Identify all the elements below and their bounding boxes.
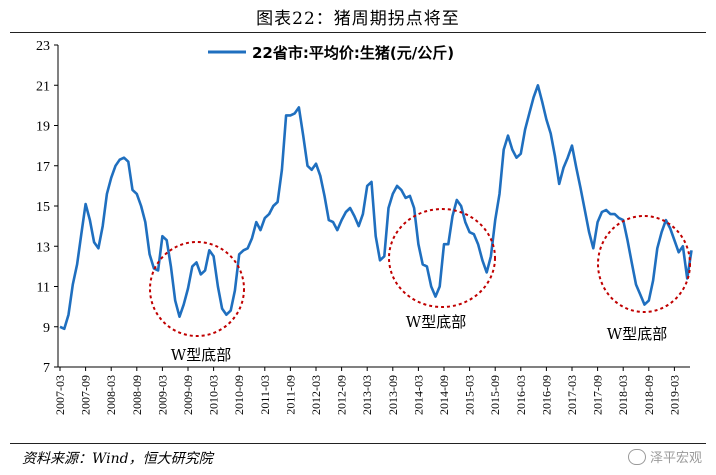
title-divider (10, 32, 706, 33)
x-tick-label: 2012-09 (335, 375, 349, 415)
w-bottom-label: W型底部 (406, 313, 466, 331)
w-bottom-circle (149, 241, 245, 337)
x-tick-label: 2019-03 (667, 375, 681, 415)
x-tick-label: 2018-03 (616, 375, 630, 415)
x-tick-label: 2016-09 (539, 375, 553, 415)
x-tick-label: 2017-03 (565, 375, 579, 415)
x-tick-label: 2009-03 (155, 375, 169, 415)
figure-title: 图表22：猪周期拐点将至 (256, 9, 460, 29)
x-tick-label: 2015-03 (463, 375, 477, 415)
x-tick-label: 2013-03 (360, 375, 374, 415)
source-note: 资料来源：Wind，恒大研究院 (22, 451, 213, 467)
series-layer (59, 84, 693, 331)
x-tick-label: 2007-03 (53, 375, 67, 415)
source-divider (10, 443, 706, 444)
x-tick-label: 2008-03 (104, 375, 118, 415)
y-tick-label: 11 (37, 281, 50, 296)
x-tick-label: 2014-03 (411, 375, 425, 415)
y-tick-label: 15 (36, 200, 50, 215)
ticks-layer: 7 9 11 13 15 17 19 21 23 2007-03 2007-09 2008-03 200… (36, 39, 681, 415)
w-bottom-circle (388, 208, 496, 308)
watermark: 泽平宏观 (627, 447, 702, 466)
x-tick-label: 2010-09 (232, 375, 246, 415)
annotation-layer: W型底部 W型底部 W型底部 (149, 208, 691, 364)
w-bottom-circle (597, 215, 691, 313)
x-tick-label: 2016-03 (514, 375, 528, 415)
watermark-text: 泽平宏观 (649, 451, 702, 466)
series-line-0 (59, 84, 693, 331)
x-tick-label: 2017-09 (591, 375, 605, 415)
x-tick-label: 2011-09 (283, 375, 297, 415)
x-tick-label: 2011-03 (258, 375, 272, 415)
x-tick-label: 2009-09 (181, 375, 195, 415)
wechat-icon (627, 448, 646, 465)
x-tick-label: 2010-03 (207, 375, 221, 415)
y-tick-label: 9 (43, 321, 50, 336)
x-tick-label: 2013-09 (386, 375, 400, 415)
x-tick-label: 2015-09 (488, 375, 502, 415)
x-tick-label: 2018-09 (642, 375, 656, 415)
x-tick-label: 2007-09 (79, 375, 93, 415)
line-chart: 7 9 11 13 15 17 19 21 23 2007-03 2007-09 2008-03 200… (36, 39, 693, 415)
y-tick-label: 13 (36, 240, 50, 255)
y-tick-label: 7 (43, 361, 50, 376)
w-bottom-label: W型底部 (171, 346, 231, 364)
legend-label: 22省市:平均价:生猪(元/公斤) (252, 44, 454, 62)
w-bottom-label: W型底部 (607, 325, 667, 343)
legend-layer: 22省市:平均价:生猪(元/公斤) (208, 44, 454, 62)
y-tick-label: 21 (36, 79, 50, 94)
y-tick-label: 23 (36, 39, 50, 54)
x-tick-label: 2008-09 (130, 375, 144, 415)
y-tick-label: 17 (36, 160, 50, 175)
x-tick-label: 2014-09 (437, 375, 451, 415)
y-tick-label: 19 (36, 120, 50, 135)
x-tick-label: 2012-03 (309, 375, 323, 415)
